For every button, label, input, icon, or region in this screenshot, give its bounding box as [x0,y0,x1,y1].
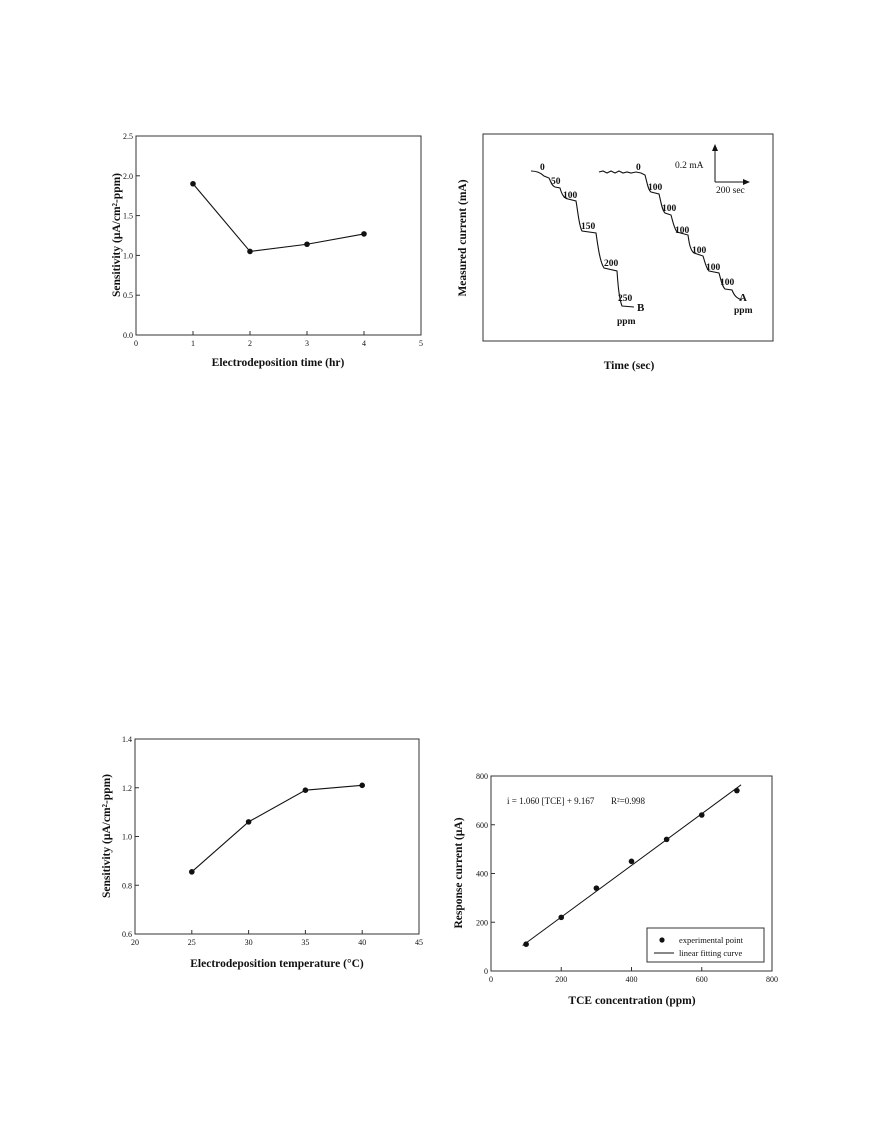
fit-line [522,784,742,946]
data-point [734,787,740,794]
x-axis-title: TCE concentration (ppm) [568,995,695,1007]
data-point [190,180,196,187]
series-a-step-label: 100 [692,246,707,256]
y-tick-label: 1.5 [123,212,133,221]
data-point [247,248,253,255]
x-tick-label: 4 [362,339,366,348]
x-tick-label: 200 [555,975,567,984]
series-a-trace [598,170,743,301]
data-point [245,819,252,825]
plot-frame [482,133,774,342]
x-tick-label: 30 [245,938,253,947]
x-tick-label: 35 [301,938,309,947]
y-tick-label: 1.4 [122,735,132,744]
series-a-step-label: 0 [636,163,641,173]
x-tick-label: 45 [415,938,423,947]
y-axis-title: Response current (μA) [453,817,465,928]
axis-ticks: 0 1 2 3 4 5 0.0 0.5 1.0 1.5 2.0 2.5 [123,132,423,348]
legend-marker-point [659,937,665,943]
x-tick-label: 2 [248,339,252,348]
legend: experimental point linear fitting curve [646,927,765,963]
x-tick-label: 400 [626,975,638,984]
series-a-step-label: 100 [675,226,690,236]
series-b-step-label: 0 [540,163,545,173]
series-b-unit-label: ppm [617,317,636,327]
series-a-step-label: 100 [720,278,735,288]
x-tick-label: 0 [134,339,138,348]
data-point [523,941,529,947]
y-tick-label: 1.2 [122,784,132,793]
y-tick-label: 0.8 [122,881,132,890]
series-b-step-label: 200 [604,259,619,269]
y-tick-label: 2.0 [123,172,133,181]
data-point [628,858,635,865]
series-b-step-label: 50 [551,177,561,187]
y-tick-label: 0.0 [123,331,133,340]
series-a-unit-label: ppm [734,306,753,316]
data-point [359,782,366,789]
series-b-step-label: 150 [581,222,596,232]
data-point [558,914,565,921]
series-a-step-label: 100 [662,204,677,214]
legend-entry: experimental point [679,935,744,945]
y-tick-label: 2.5 [123,132,133,141]
x-tick-label: 3 [305,339,309,348]
y-tick-label: 1.0 [122,833,132,842]
y-tick-label: 0.5 [123,291,133,300]
series-line [191,784,363,873]
data-point [593,885,600,891]
x-tick-label: 1 [191,339,195,348]
axis-ticks: 20 25 30 35 40 45 0.6 0.8 1.0 1.2 1.4 [122,735,423,947]
data-point [304,241,310,248]
data-point [189,869,195,875]
x-tick-label: 25 [188,938,196,947]
data-point [361,231,367,237]
fit-r-squared: R²=0.998 [611,796,646,806]
legend-entry: linear fitting curve [679,948,742,958]
series-line [192,183,365,253]
series-a-name: A [739,292,747,304]
y-tick-label: 600 [476,821,488,830]
x-tick-label: 600 [696,975,708,984]
fit-equation: i = 1.060 [TCE] + 9.167 [507,796,595,806]
data-point [663,836,670,843]
y-tick-label: 400 [476,870,488,879]
y-tick-label: 1.0 [123,251,133,260]
data-marks [190,180,367,255]
x-axis-title: Time (sec) [604,360,655,372]
x-tick-label: 800 [766,975,778,984]
data-point [698,812,705,818]
x-axis-title: Electrodeposition time (hr) [212,357,345,369]
series-b-name: B [637,302,645,314]
x-tick-label: 5 [419,339,423,348]
y-tick-label: 0.6 [122,930,132,939]
series-b-trace [530,170,635,308]
series-b-step-label: 250 [618,294,633,304]
x-axis-title: Electrodeposition temperature (°C) [190,958,364,970]
y-tick-label: 200 [476,918,488,927]
x-tick-label: 40 [358,938,366,947]
series-a-step-label: 100 [648,183,663,193]
scale-bar-time-label: 200 sec [716,186,745,196]
x-tick-label: 20 [131,938,139,947]
y-tick-label: 800 [476,772,488,781]
axis-ticks: 0 200 400 600 800 0 200 400 600 800 [476,772,778,984]
y-axis-title: Measured current (mA) [457,179,469,296]
scale-bar [712,144,750,185]
y-axis-title: Sensitivity (μA/cm²-ppm) [101,774,113,898]
y-tick-label: 0 [484,967,488,976]
plot-frame [135,135,422,336]
data-marks [522,784,742,947]
data-marks [189,782,366,875]
x-tick-label: 0 [489,975,493,984]
scale-bar-current-label: 0.2 mA [675,161,704,171]
series-b-step-label: 100 [563,191,578,201]
series-a-step-label: 100 [706,263,721,273]
data-point [302,787,309,793]
y-axis-title: Sensitivity (μA/cm²-ppm) [111,173,123,297]
